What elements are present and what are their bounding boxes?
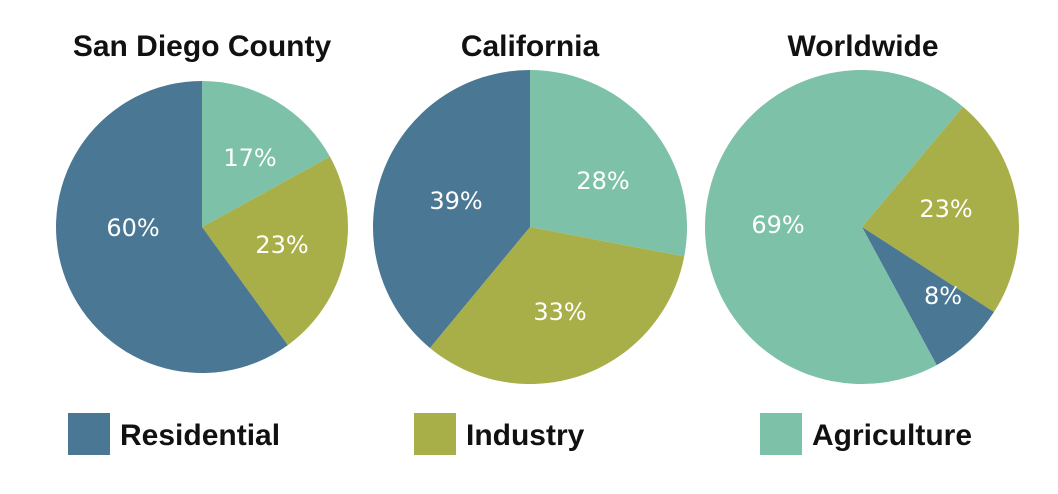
pie-california: 28% 33% 39% [372,70,688,385]
pie-slice-residential [56,81,288,373]
legend-label-residential: Residential [120,419,280,452]
slice-label-industry: 23% [255,231,308,259]
slice-label-residential: 39% [429,187,482,215]
legend-label-industry: Industry [466,419,585,452]
slice-label-agriculture: 69% [751,211,804,239]
pie-slice-agriculture [704,69,963,384]
pie-slice-industry [862,106,1020,313]
pie-slice-industry [202,156,349,346]
slice-label-industry: 23% [919,195,972,223]
legend: Residential Industry Agriculture [68,413,972,455]
pie-san-diego-county: 17% 23% 60% [56,81,349,373]
slice-label-agriculture: 17% [223,144,276,172]
chart-title-san-diego: San Diego County [73,30,332,63]
slice-label-agriculture: 28% [576,167,629,195]
legend-item-industry: Industry [414,413,585,455]
slice-label-residential: 60% [106,214,159,242]
legend-swatch-industry [414,413,456,455]
pie-slice-industry [429,227,685,385]
legend-label-agriculture: Agriculture [812,419,972,452]
legend-swatch-agriculture [760,413,802,455]
slice-label-residential: 8% [924,282,962,310]
chart-title-worldwide: Worldwide [787,30,938,63]
pie-worldwide: 23% 8% 69% [704,69,1020,384]
pie-slice-residential [372,70,530,348]
legend-swatch-residential [68,413,110,455]
pie-slice-agriculture [530,70,688,257]
legend-item-agriculture: Agriculture [760,413,972,455]
legend-item-residential: Residential [68,413,280,455]
pie-slice-agriculture [202,81,330,227]
pie-slice-residential [862,227,994,366]
slice-label-industry: 33% [533,298,586,326]
chart-title-california: California [461,30,600,63]
